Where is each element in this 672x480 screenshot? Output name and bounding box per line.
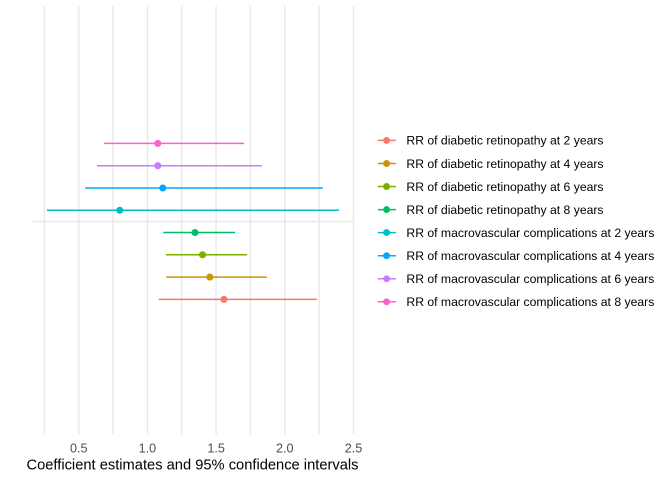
svg-text:RR of macrovascular complicati: RR of macrovascular complications at 4 y… — [406, 249, 654, 263]
svg-text:RR of macrovascular complicati: RR of macrovascular complications at 8 y… — [406, 295, 654, 309]
svg-text:RR of macrovascular complicati: RR of macrovascular complications at 2 y… — [406, 226, 654, 240]
svg-text:2.5: 2.5 — [345, 441, 363, 455]
svg-text:0.5: 0.5 — [70, 441, 88, 455]
svg-text:RR of diabetic retinopathy at: RR of diabetic retinopathy at 8 years — [406, 203, 603, 217]
svg-text:2.0: 2.0 — [276, 441, 294, 455]
svg-text:RR of diabetic retinopathy at: RR of diabetic retinopathy at 4 years — [406, 157, 603, 171]
svg-text:1.5: 1.5 — [207, 441, 225, 455]
svg-text:1.0: 1.0 — [139, 441, 157, 455]
svg-text:RR of diabetic retinopathy at: RR of diabetic retinopathy at 6 years — [406, 180, 603, 194]
svg-text:RR of diabetic retinopathy at: RR of diabetic retinopathy at 2 years — [406, 134, 603, 148]
svg-text:Coefficient estimates and 95%: Coefficient estimates and 95% confidence… — [26, 458, 358, 474]
svg-text:RR of macrovascular complicati: RR of macrovascular complications at 6 y… — [406, 272, 654, 286]
